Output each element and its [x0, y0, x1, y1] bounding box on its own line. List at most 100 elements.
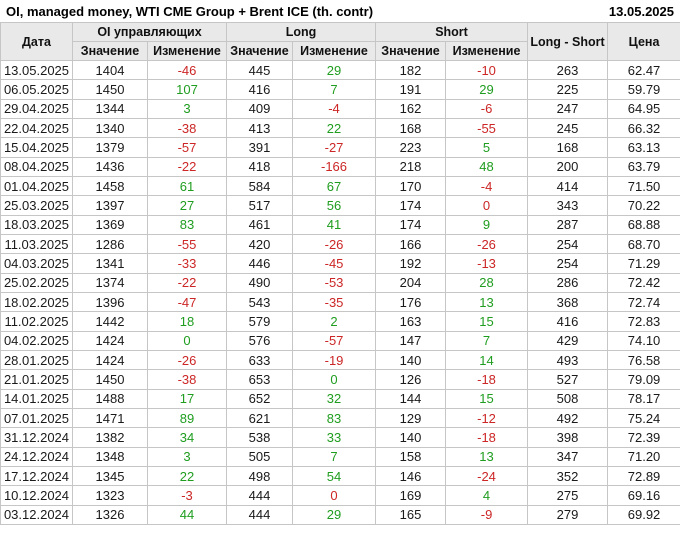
- cell-long-change: 7: [291, 446, 377, 467]
- cell-price: 66.32: [607, 117, 680, 139]
- cell-long-value: 576: [226, 330, 293, 351]
- cell-date: 13.05.2025: [0, 59, 73, 81]
- cell-short-value: 182: [375, 59, 447, 81]
- cell-date: 25.03.2025: [0, 195, 73, 216]
- cell-long-change: 2: [291, 311, 377, 332]
- cell-short-change: -4: [445, 175, 529, 197]
- cell-short-value: 166: [375, 233, 447, 255]
- cell-date: 11.03.2025: [0, 233, 73, 255]
- cell-oi-change: 3: [147, 98, 227, 119]
- cell-oi-change: -46: [147, 59, 227, 81]
- cell-price: 64.95: [607, 98, 680, 119]
- cell-oi-value: 1424: [72, 330, 148, 351]
- cell-oi-change: -38: [147, 369, 227, 390]
- cell-oi-value: 1442: [72, 311, 148, 332]
- cell-price: 69.92: [607, 504, 680, 525]
- cell-long-short: 343: [527, 195, 609, 216]
- cell-oi-value: 1397: [72, 195, 148, 216]
- cell-short-change: 15: [445, 388, 529, 409]
- cell-oi-value: 1450: [72, 369, 148, 390]
- cell-long-value: 420: [226, 233, 293, 255]
- cell-oi-value: 1450: [72, 79, 148, 100]
- cell-date: 22.04.2025: [0, 117, 73, 139]
- cell-oi-change: -33: [147, 253, 227, 274]
- cell-long-value: 538: [226, 427, 293, 448]
- cell-long-change: 67: [291, 175, 377, 197]
- cell-oi-value: 1374: [72, 272, 148, 293]
- cell-short-value: 174: [375, 195, 447, 216]
- cell-long-short: 347: [527, 446, 609, 467]
- cell-long-short: 429: [527, 330, 609, 351]
- cell-short-change: 0: [445, 195, 529, 216]
- cell-date: 18.02.2025: [0, 291, 73, 313]
- cell-short-value: 168: [375, 117, 447, 139]
- cell-short-value: 126: [375, 369, 447, 390]
- cell-long-value: 391: [226, 137, 293, 158]
- cell-price: 59.79: [607, 79, 680, 100]
- cell-oi-change: 34: [147, 427, 227, 448]
- cell-oi-value: 1424: [72, 349, 148, 371]
- table-header: Дата OI управляющих Long Short Long - Sh…: [0, 22, 680, 61]
- cell-long-short: 492: [527, 407, 609, 429]
- cell-short-change: 9: [445, 214, 529, 235]
- cell-long-value: 633: [226, 349, 293, 371]
- cell-long-value: 409: [226, 98, 293, 119]
- table-row: 06.05.2025 1450 107 416 7 191 29 225 59.79: [0, 79, 680, 100]
- cell-short-value: 170: [375, 175, 447, 197]
- cell-oi-value: 1382: [72, 427, 148, 448]
- header-oi-change: Изменение: [147, 41, 227, 61]
- cell-price: 72.74: [607, 291, 680, 313]
- cell-oi-change: 61: [147, 175, 227, 197]
- cell-long-change: 83: [291, 407, 377, 429]
- cell-long-short: 398: [527, 427, 609, 448]
- cell-short-change: -13: [445, 253, 529, 274]
- cell-price: 72.89: [607, 465, 680, 487]
- cell-price: 72.83: [607, 311, 680, 332]
- cell-oi-change: -57: [147, 137, 227, 158]
- cell-short-change: -6: [445, 98, 529, 119]
- cell-price: 68.70: [607, 233, 680, 255]
- cell-short-value: 144: [375, 388, 447, 409]
- cell-long-value: 444: [226, 504, 293, 525]
- header-short-value: Значение: [375, 41, 447, 61]
- header-short-change: Изменение: [445, 41, 529, 61]
- cell-long-value: 543: [226, 291, 293, 313]
- cell-long-short: 225: [527, 79, 609, 100]
- cell-long-change: -35: [291, 291, 377, 313]
- cell-short-value: 218: [375, 156, 447, 177]
- cell-long-change: -166: [291, 156, 377, 177]
- cell-long-change: -57: [291, 330, 377, 351]
- cell-price: 72.42: [607, 272, 680, 293]
- cell-price: 63.13: [607, 137, 680, 158]
- cell-price: 71.50: [607, 175, 680, 197]
- cell-oi-value: 1340: [72, 117, 148, 139]
- table-row: 14.01.2025 1488 17 652 32 144 15 508 78.17: [0, 388, 680, 409]
- table-row: 03.12.2024 1326 44 444 29 165 -9 279 69.92: [0, 504, 680, 525]
- table-row: 29.04.2025 1344 3 409 -4 162 -6 247 64.95: [0, 98, 680, 119]
- cell-long-value: 505: [226, 446, 293, 467]
- cell-oi-value: 1323: [72, 485, 148, 506]
- header-long-change: Изменение: [291, 41, 377, 61]
- cell-long-change: 56: [291, 195, 377, 216]
- cell-long-short: 287: [527, 214, 609, 235]
- cell-price: 68.88: [607, 214, 680, 235]
- table-row: 18.02.2025 1396 -47 543 -35 176 13 368 72.74: [0, 291, 680, 313]
- cell-oi-value: 1348: [72, 446, 148, 467]
- cell-long-value: 490: [226, 272, 293, 293]
- cell-long-value: 498: [226, 465, 293, 487]
- cell-long-short: 527: [527, 369, 609, 390]
- cell-date: 28.01.2025: [0, 349, 73, 371]
- header-price: Цена: [607, 22, 680, 61]
- table-row: 01.04.2025 1458 61 584 67 170 -4 414 71.50: [0, 175, 680, 197]
- header-long-value: Значение: [226, 41, 293, 61]
- table-row: 25.02.2025 1374 -22 490 -53 204 28 286 72.42: [0, 272, 680, 293]
- cell-oi-value: 1341: [72, 253, 148, 274]
- page-title: OI, managed money, WTI CME Group + Brent…: [6, 4, 374, 19]
- cell-long-short: 286: [527, 272, 609, 293]
- cell-long-value: 621: [226, 407, 293, 429]
- cell-oi-change: -55: [147, 233, 227, 255]
- cell-short-change: 15: [445, 311, 529, 332]
- cell-date: 14.01.2025: [0, 388, 73, 409]
- cell-long-short: 414: [527, 175, 609, 197]
- cell-short-value: 204: [375, 272, 447, 293]
